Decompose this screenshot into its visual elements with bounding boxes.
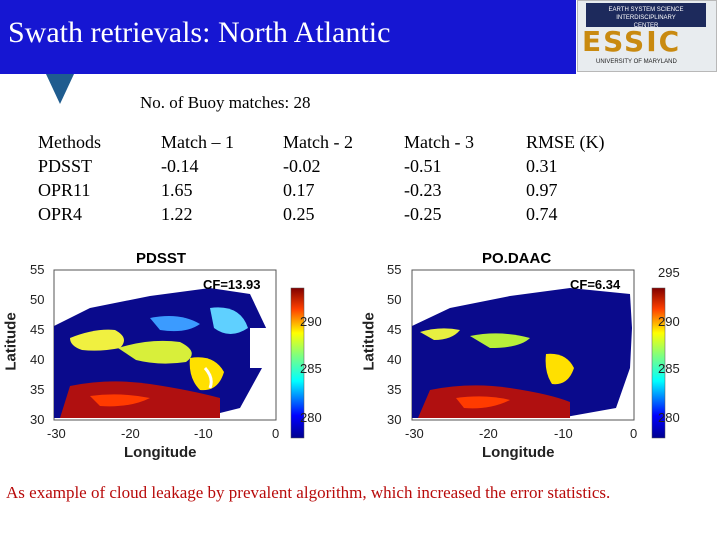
- y-tick-label: 35: [30, 382, 45, 397]
- map-panel-pdsst: PDSST CF=13.93 55 50 45 40 35 30: [0, 248, 345, 470]
- table-cell: -0.02: [283, 156, 321, 176]
- table-header: Match - 3: [404, 132, 474, 152]
- y-tick-label: 50: [30, 292, 45, 307]
- table-cell: OPR4: [38, 204, 83, 224]
- table-cell: 0.17: [283, 180, 315, 200]
- colorbar-tick-label: 290: [658, 314, 680, 329]
- colorbar-tick-label: 285: [300, 361, 322, 376]
- logo-line-1: EARTH SYSTEM SCIENCE: [608, 7, 684, 13]
- y-tick-label: 50: [387, 292, 402, 307]
- x-axis-label: Longitude: [124, 444, 197, 461]
- table-cell: 0.97: [526, 180, 558, 200]
- table-header: Match – 1: [161, 132, 234, 152]
- table-header: RMSE (K): [526, 132, 605, 152]
- table-cell: 1.65: [161, 180, 193, 200]
- colorbar-tick-label: 285: [658, 361, 680, 376]
- x-tick-label: -30: [47, 426, 66, 441]
- colorbar-tick-label: 280: [300, 410, 322, 425]
- y-tick-label: 40: [387, 352, 402, 367]
- colorbar-tick-label: 280: [658, 410, 680, 425]
- table-header: Match - 2: [283, 132, 353, 152]
- colorbar-tick-label: 295: [658, 265, 680, 280]
- colorbar-tick-label: 290: [300, 314, 322, 329]
- y-tick-label: 45: [30, 322, 45, 337]
- y-tick-label: 30: [30, 412, 45, 427]
- x-tick-label: -30: [405, 426, 424, 441]
- y-tick-label: 40: [30, 352, 45, 367]
- table-cell: -0.25: [404, 204, 442, 224]
- x-tick-label: -10: [194, 426, 213, 441]
- title-pointer-decoration: [46, 74, 74, 104]
- x-tick-label: 0: [630, 426, 638, 441]
- logo-university: UNIVERSITY OF MARYLAND: [596, 59, 677, 65]
- table-cell: 0.25: [283, 204, 315, 224]
- table-cell: 0.31: [526, 156, 558, 176]
- x-tick-label: -10: [554, 426, 573, 441]
- table-cell: 0.74: [526, 204, 558, 224]
- y-tick-label: 55: [387, 262, 402, 277]
- table-cell: -0.51: [404, 156, 442, 176]
- table-cell: -0.23: [404, 180, 442, 200]
- y-tick-label: 45: [387, 322, 402, 337]
- table-header: Methods: [38, 132, 101, 152]
- table-cell: OPR11: [38, 180, 91, 200]
- cloud-fraction-label: CF=13.93: [203, 277, 261, 292]
- y-tick-label: 30: [387, 412, 402, 427]
- table-column-rmse: RMSE (K) 0.31 0.97 0.74: [526, 130, 605, 226]
- buoy-matches-label: No. of Buoy matches: 28: [140, 93, 311, 112]
- table-cell: PDSST: [38, 156, 93, 176]
- table-column-match-2: Match - 2 -0.02 0.17 0.25: [283, 130, 353, 226]
- x-tick-label: -20: [479, 426, 498, 441]
- table-column-match-3: Match - 3 -0.51 -0.23 -0.25: [404, 130, 474, 226]
- title-bar: Swath retrievals: North Atlantic: [0, 0, 576, 74]
- table-column-match-1: Match – 1 -0.14 1.65 1.22: [161, 130, 234, 226]
- cloud-fraction-label: CF=6.34: [570, 277, 621, 292]
- x-axis-label: Longitude: [482, 444, 555, 461]
- x-tick-label: -20: [121, 426, 140, 441]
- sst-map-image: [411, 269, 666, 439]
- caption-text: As example of cloud leakage by prevalent…: [6, 483, 611, 502]
- logo-wordmark: ESSIC: [582, 25, 682, 58]
- table-cell: 1.22: [161, 204, 193, 224]
- logo-line-2: INTERDISCIPLINARY: [616, 15, 676, 21]
- table-column-methods: Methods PDSST OPR11 OPR4: [38, 130, 101, 226]
- logo-header: EARTH SYSTEM SCIENCE INTERDISCIPLINARY C…: [586, 3, 706, 29]
- table-cell: -0.14: [161, 156, 199, 176]
- sst-map-image: [53, 269, 305, 439]
- logo-line-3: CENTER: [633, 23, 659, 29]
- y-tick-label: 55: [30, 262, 45, 277]
- map-panel-podaac: PO.DAAC CF=6.34 55 50 45 40 35 30 -30 -2…: [360, 248, 705, 470]
- slide-title: Swath retrievals: North Atlantic: [8, 16, 391, 49]
- y-tick-label: 35: [387, 382, 402, 397]
- y-axis-label: Latitude: [2, 312, 20, 371]
- essic-logo: EARTH SYSTEM SCIENCE INTERDISCIPLINARY C…: [577, 0, 717, 72]
- map-title: PDSST: [136, 250, 187, 267]
- x-tick-label: 0: [272, 426, 280, 441]
- y-axis-label: Latitude: [360, 312, 378, 371]
- map-title: PO.DAAC: [482, 250, 552, 267]
